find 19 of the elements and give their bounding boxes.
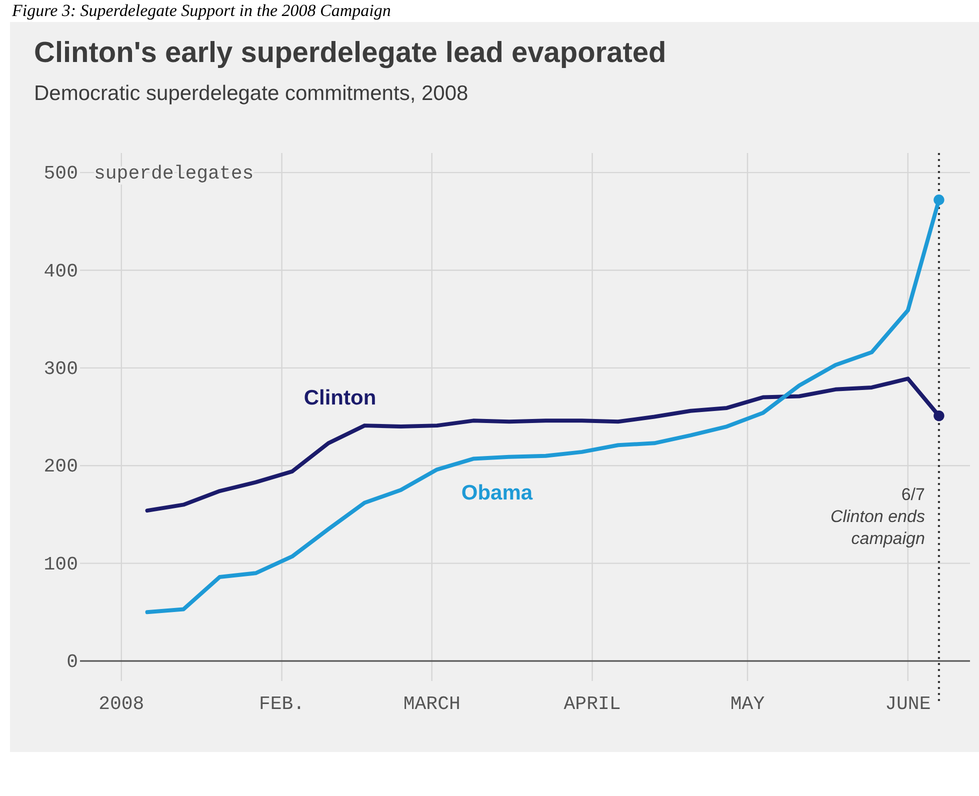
chart-title: Clinton's early superdelegate lead evaporated xyxy=(34,37,666,69)
x-tick-label: JUNE xyxy=(885,693,931,715)
y-tick-label: 0 xyxy=(66,651,78,674)
y-axis-title: superdelegates xyxy=(94,162,254,185)
x-tick-label: 2008 xyxy=(98,693,144,715)
y-tick-label: 300 xyxy=(44,358,78,380)
caption: Figure 3: Superdelegate Support in the 2008 Campaign xyxy=(11,1,391,20)
chart-subtitle: Democratic superdelegate commitments, 2008 xyxy=(34,82,468,105)
y-tick-label: 400 xyxy=(44,260,78,282)
y-tick-label: 100 xyxy=(44,553,78,576)
series-label: Obama xyxy=(461,481,533,504)
x-tick-label: APRIL xyxy=(564,693,621,715)
x-tick-label: MARCH xyxy=(403,693,460,715)
y-tick-label: 500 xyxy=(44,162,78,185)
ref-line-label: 6/7 Clinton ends campaign xyxy=(830,485,926,548)
y-tick-label: 200 xyxy=(44,456,78,478)
series-label: Clinton xyxy=(304,386,376,410)
x-tick-label: FEB. xyxy=(259,693,305,715)
x-tick-label: MAY xyxy=(730,693,766,715)
